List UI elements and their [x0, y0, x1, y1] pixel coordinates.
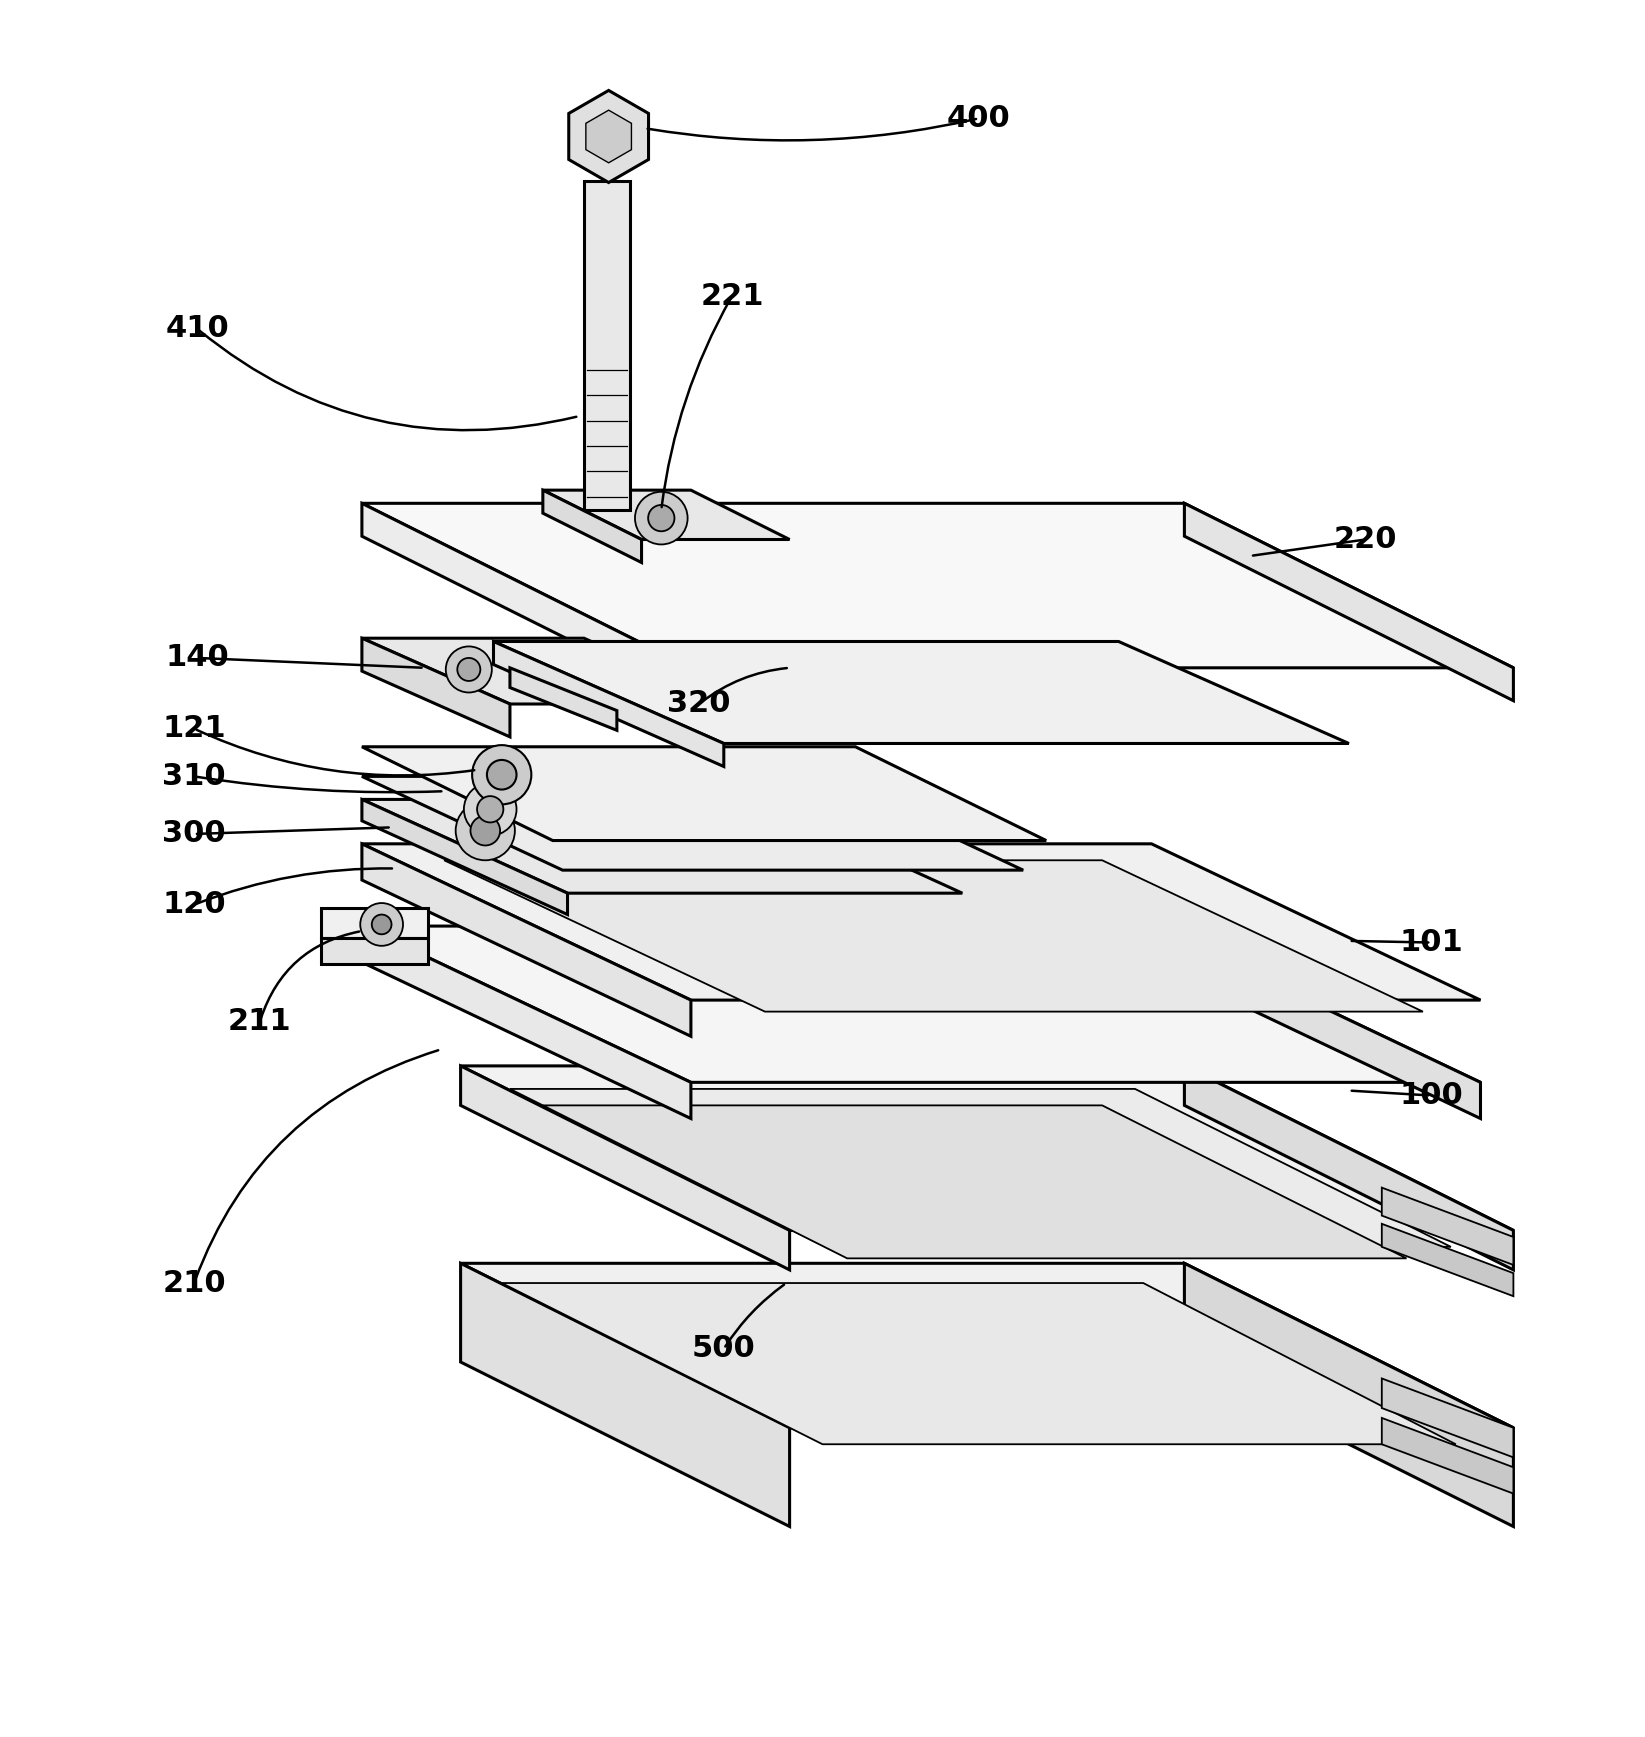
Polygon shape — [362, 637, 510, 736]
Circle shape — [472, 745, 531, 804]
Polygon shape — [584, 181, 630, 511]
Polygon shape — [1184, 1067, 1513, 1270]
Polygon shape — [510, 1089, 1451, 1247]
Circle shape — [648, 505, 674, 532]
Polygon shape — [461, 1263, 790, 1527]
Polygon shape — [362, 747, 1046, 841]
Text: 220: 220 — [1334, 525, 1397, 554]
Polygon shape — [543, 490, 790, 540]
Polygon shape — [362, 799, 962, 893]
Circle shape — [464, 783, 517, 835]
Polygon shape — [494, 641, 1349, 743]
Circle shape — [470, 816, 500, 846]
Polygon shape — [362, 776, 1023, 870]
Polygon shape — [321, 908, 428, 938]
Polygon shape — [362, 844, 1480, 1001]
Text: 400: 400 — [948, 104, 1010, 132]
Circle shape — [457, 658, 480, 681]
Text: 310: 310 — [163, 763, 225, 790]
Circle shape — [456, 801, 515, 860]
Circle shape — [446, 646, 492, 693]
Text: 140: 140 — [166, 643, 229, 672]
Text: 320: 320 — [668, 690, 730, 719]
Polygon shape — [569, 90, 648, 182]
Text: 500: 500 — [693, 1334, 755, 1364]
Circle shape — [360, 903, 403, 947]
Polygon shape — [362, 926, 1480, 1082]
Polygon shape — [510, 667, 617, 730]
Polygon shape — [1152, 926, 1480, 1119]
Polygon shape — [1382, 1379, 1513, 1457]
Polygon shape — [502, 1284, 1456, 1443]
Text: 210: 210 — [163, 1268, 225, 1298]
Text: 100: 100 — [1400, 1080, 1462, 1110]
Text: 300: 300 — [163, 820, 225, 848]
Polygon shape — [1184, 504, 1513, 700]
Polygon shape — [321, 938, 428, 964]
Polygon shape — [444, 860, 1423, 1011]
Polygon shape — [543, 1105, 1406, 1258]
Text: 221: 221 — [701, 281, 763, 311]
Polygon shape — [494, 641, 724, 766]
Polygon shape — [1382, 1417, 1513, 1494]
Polygon shape — [461, 1067, 1513, 1230]
Polygon shape — [1184, 1263, 1513, 1527]
Circle shape — [372, 915, 392, 935]
Polygon shape — [362, 504, 691, 700]
Polygon shape — [1382, 1188, 1513, 1265]
Text: 410: 410 — [166, 314, 229, 344]
Polygon shape — [362, 844, 691, 1037]
Polygon shape — [586, 109, 632, 163]
Text: 211: 211 — [229, 1007, 291, 1035]
Text: 101: 101 — [1400, 928, 1462, 957]
Polygon shape — [461, 1263, 1513, 1428]
Polygon shape — [362, 504, 1513, 667]
Polygon shape — [362, 799, 568, 915]
Polygon shape — [362, 637, 732, 703]
Circle shape — [487, 759, 517, 790]
Polygon shape — [543, 490, 642, 563]
Circle shape — [635, 492, 688, 544]
Polygon shape — [461, 1067, 790, 1270]
Text: 121: 121 — [163, 714, 225, 743]
Text: 120: 120 — [163, 889, 225, 919]
Circle shape — [477, 796, 503, 822]
Polygon shape — [362, 926, 691, 1119]
Polygon shape — [1382, 1225, 1513, 1296]
